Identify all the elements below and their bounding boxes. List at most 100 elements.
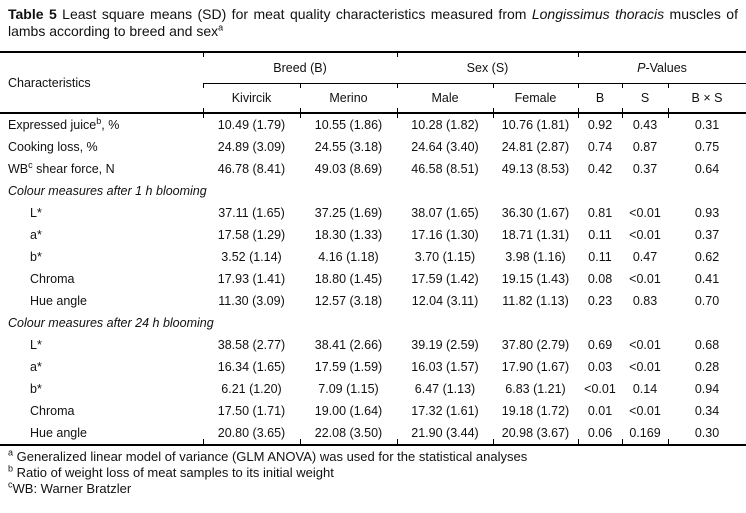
value-cell: 0.94 <box>694 382 720 396</box>
table-row: a* 16.34 (1.65) 17.59 (1.59) 16.03 (1.57) 17… <box>0 356 746 378</box>
footnotes: a Generalized linear model of variance (… <box>8 447 738 497</box>
table-row: Chroma 17.93 (1.41) 18.80 (1.45) 17.59 (1.4… <box>0 268 746 290</box>
pvalues-italic-p: P <box>637 61 646 75</box>
value-cell: 0.11 <box>588 250 612 264</box>
value-cell: 17.58 (1.29) <box>217 228 286 242</box>
value-cell: 0.23 <box>587 294 613 308</box>
sub-header-row: Kivircik Merino Male Female B S B × S <box>0 83 746 114</box>
value-cell: 46.58 (8.51) <box>411 162 479 176</box>
value-cell: <0.01 <box>584 382 616 396</box>
value-cell: 10.49 (1.79) <box>202 114 300 136</box>
value-cell: 21.90 (3.44) <box>396 422 493 446</box>
column-header-s: S <box>621 83 668 114</box>
value-cell: 0.41 <box>694 272 720 286</box>
table-row: Hue angle 20.80 (3.65) 22.08 (3.50) 21.90 (… <box>0 422 746 446</box>
footnote-c-text: WB: Warner Bratzler <box>12 481 132 496</box>
value-cell: <0.01 <box>629 338 661 352</box>
value-cell: 0.43 <box>621 114 668 136</box>
value-cell: 6.21 (1.20) <box>221 382 282 396</box>
value-cell: 0.74 <box>587 140 613 154</box>
value-cell: 24.89 (3.09) <box>217 140 286 154</box>
table-row: Hue angle 11.30 (3.09) 12.57 (3.18) 12.04 (… <box>0 290 746 312</box>
value-cell: <0.01 <box>629 360 661 374</box>
row-label: b* <box>30 382 42 396</box>
value-cell: 49.03 (8.69) <box>314 162 383 176</box>
value-cell: 0.11 <box>588 228 612 242</box>
value-cell: 0.62 <box>694 250 720 264</box>
column-header-female: Female <box>492 83 578 114</box>
value-cell: <0.01 <box>629 272 661 286</box>
value-cell: 38.41 (2.66) <box>314 338 383 352</box>
value-cell: 12.57 (3.18) <box>314 294 383 308</box>
value-cell: 10.55 (1.86) <box>299 114 397 136</box>
value-cell: <0.01 <box>629 206 661 220</box>
value-cell: 49.13 (8.53) <box>501 162 570 176</box>
value-cell: 7.09 (1.15) <box>318 382 379 396</box>
footnote-a-text: Generalized linear model of variance (GL… <box>13 449 528 464</box>
value-cell: 0.01 <box>587 404 613 418</box>
value-cell: 3.98 (1.16) <box>505 250 566 264</box>
value-cell: 0.31 <box>667 114 746 136</box>
row-label: Chroma <box>30 272 75 286</box>
value-cell: 17.32 (1.61) <box>411 404 479 418</box>
value-cell: 10.28 (1.82) <box>396 114 493 136</box>
row-label: Chroma <box>30 404 75 418</box>
value-cell: 19.15 (1.43) <box>501 272 570 286</box>
value-cell: 18.30 (1.33) <box>314 228 383 242</box>
value-cell: 0.83 <box>632 294 658 308</box>
value-cell: 0.93 <box>694 206 720 220</box>
value-cell: 0.68 <box>694 338 720 352</box>
value-cell: 0.37 <box>632 162 658 176</box>
value-cell: 0.69 <box>587 338 613 352</box>
column-header-kivircik: Kivircik <box>202 83 300 114</box>
value-cell: 24.64 (3.40) <box>411 140 479 154</box>
footnote-a-mark: a <box>8 447 14 458</box>
value-cell: 38.07 (1.65) <box>411 206 479 220</box>
value-cell: 0.34 <box>694 404 720 418</box>
value-cell: 19.18 (1.72) <box>501 404 570 418</box>
table-row: WBc shear force, N 46.78 (8.41) 49.03 (8.6… <box>0 158 746 180</box>
table-row: L* 38.58 (2.77) 38.41 (2.66) 39.19 (2.59) 37… <box>0 334 746 356</box>
value-cell: 0.14 <box>632 382 658 396</box>
value-cell: 0.87 <box>632 140 658 154</box>
pvalues-rest: -Values <box>645 61 687 75</box>
value-cell: 17.90 (1.67) <box>501 360 570 374</box>
value-cell: 19.00 (1.64) <box>314 404 383 418</box>
table-row: b* 3.52 (1.14) 4.16 (1.18) 3.70 (1.15) 3.98 … <box>0 246 746 268</box>
value-cell: 16.34 (1.65) <box>217 360 286 374</box>
row-label-footnote-mark: c <box>28 159 33 170</box>
value-cell: 6.83 (1.21) <box>505 382 566 396</box>
value-cell: <0.01 <box>629 404 661 418</box>
value-cell: 17.50 (1.71) <box>217 404 286 418</box>
value-cell: 0.70 <box>694 294 720 308</box>
value-cell: <0.01 <box>629 228 661 242</box>
section-row: Colour measures after 24 h blooming <box>0 312 746 334</box>
table-number: Table 5 <box>8 6 57 22</box>
row-label: WBc shear force, N <box>8 159 115 176</box>
value-cell: 17.59 (1.59) <box>314 360 383 374</box>
section-label: Colour measures after 1 h blooming <box>8 184 207 198</box>
table-row: b* 6.21 (1.20) 7.09 (1.15) 6.47 (1.13) 6.83 … <box>0 378 746 400</box>
section-label: Colour measures after 24 h blooming <box>8 316 214 330</box>
value-cell: 37.11 (1.65) <box>218 206 285 220</box>
table-row: a* 17.58 (1.29) 18.30 (1.33) 17.16 (1.30) 18… <box>0 224 746 246</box>
value-cell: 3.70 (1.15) <box>414 250 476 264</box>
row-label: Hue angle <box>0 422 203 446</box>
row-label: L* <box>30 338 42 352</box>
footnote-a: a Generalized linear model of variance (… <box>8 447 738 465</box>
value-cell: 22.08 (3.50) <box>299 422 397 446</box>
row-label: Hue angle <box>30 294 87 308</box>
caption-species-italic: Longissimus thoracis <box>531 6 665 22</box>
footnote-b-text: Ratio of weight loss of meat samples to … <box>13 465 334 480</box>
row-label: b* <box>30 250 42 264</box>
group-header-pvalues: P-Values <box>577 51 746 84</box>
row-label: L* <box>30 206 42 220</box>
value-cell: 0.75 <box>694 140 720 154</box>
value-cell: 24.55 (3.18) <box>314 140 383 154</box>
value-cell: 0.64 <box>694 162 720 176</box>
row-label-footnote-mark: b <box>96 115 102 126</box>
value-cell: 24.81 (2.87) <box>501 140 570 154</box>
value-cell: 17.16 (1.30) <box>411 228 479 242</box>
table-row: L* 37.11 (1.65) 37.25 (1.69) 38.07 (1.65) 36… <box>0 202 746 224</box>
column-header-characteristics: Characteristics <box>0 51 203 114</box>
